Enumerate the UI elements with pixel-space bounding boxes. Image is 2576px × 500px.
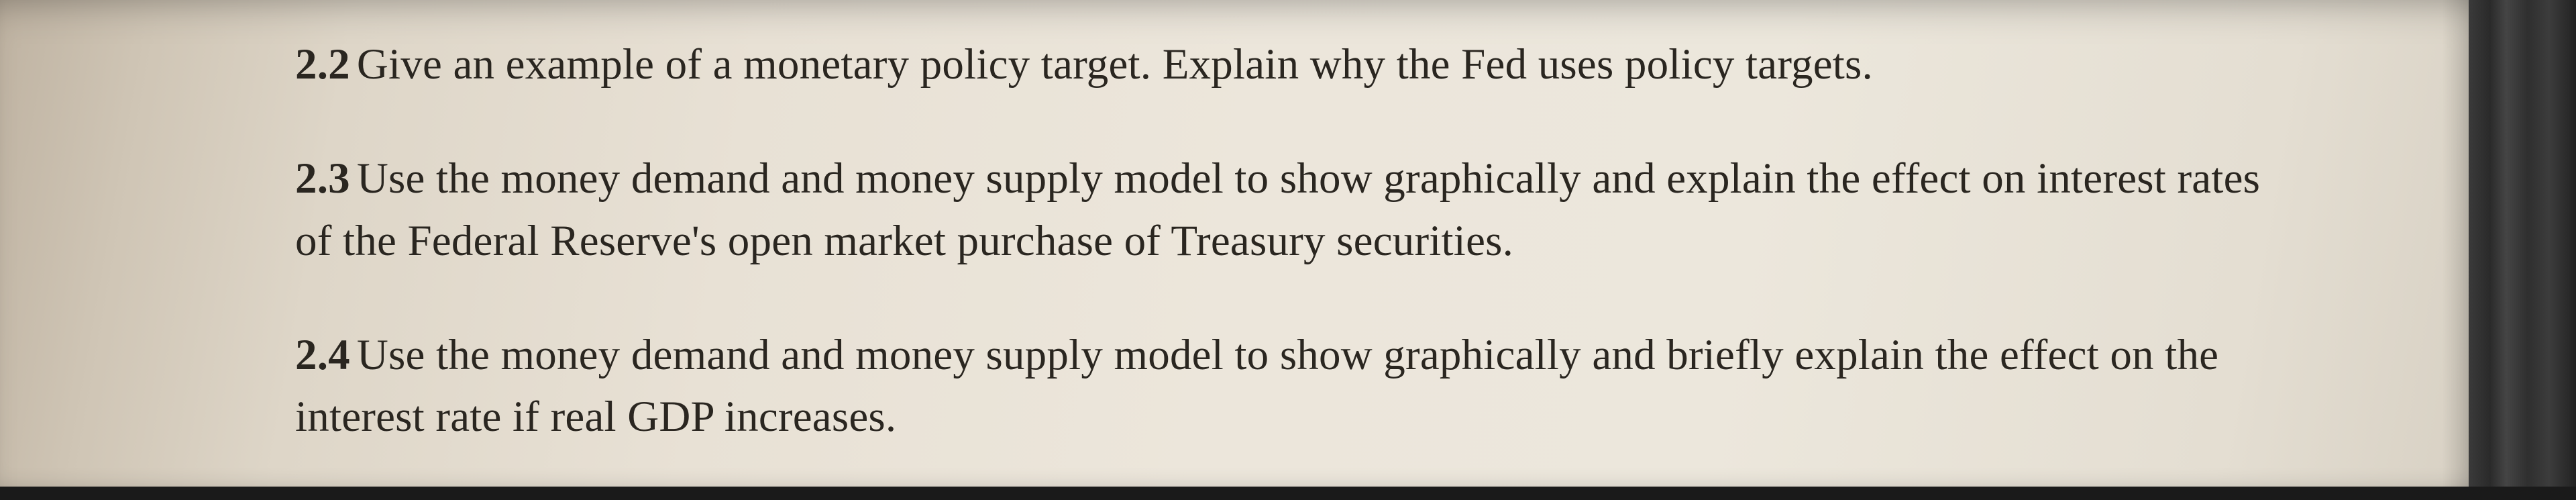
textbook-page: 2.2Give an example of a monetary policy …	[0, 0, 2469, 487]
question-list: 2.2Give an example of a monetary policy …	[295, 34, 2281, 500]
page-edge-shadow	[2469, 0, 2576, 487]
question-text: Use the money demand and money supply mo…	[295, 331, 2218, 441]
question-number: 2.2	[295, 40, 350, 89]
question-text: Use the money demand and money supply mo…	[295, 154, 2260, 264]
question-2-3: 2.3Use the money demand and money supply…	[295, 148, 2281, 272]
question-text: Give an example of a monetary policy tar…	[357, 40, 1873, 89]
question-number: 2.3	[295, 154, 350, 203]
question-2-4: 2.4Use the money demand and money supply…	[295, 324, 2281, 448]
question-number: 2.4	[295, 331, 350, 379]
question-2-2: 2.2Give an example of a monetary policy …	[295, 34, 2281, 95]
